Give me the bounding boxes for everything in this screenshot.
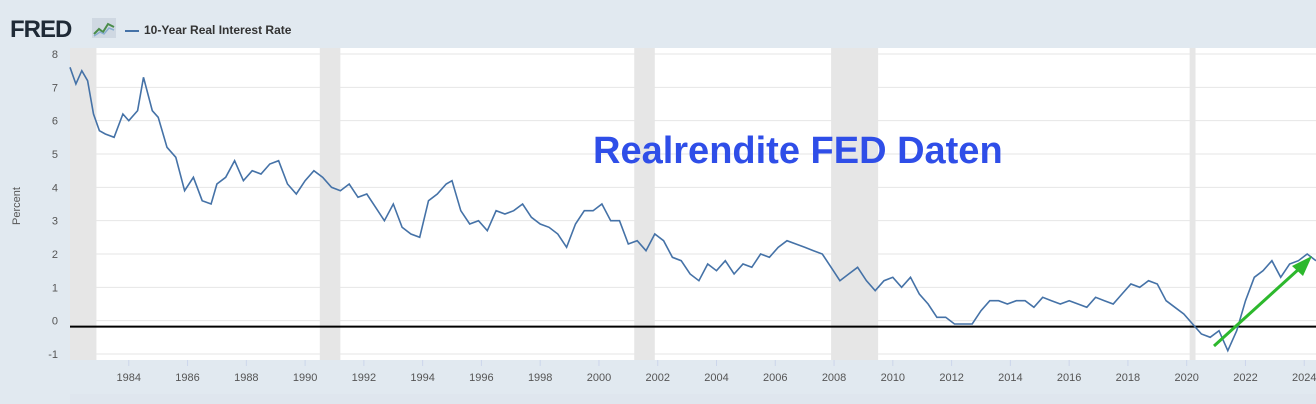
arrow-shaft <box>1212 266 1302 348</box>
chart-header: FRED 10-Year Real Interest Rate <box>0 0 1316 48</box>
y-tick-label: 8 <box>52 49 58 61</box>
x-tick-label: 2012 <box>939 372 963 384</box>
y-tick-label: 0 <box>52 316 58 328</box>
annotation-text: Realrendite FED Daten <box>593 130 1003 172</box>
recession-bands <box>70 48 1196 360</box>
x-tick-label: 2002 <box>645 372 669 384</box>
recession-band-1 <box>319 48 341 360</box>
x-tick-label: 2004 <box>704 372 728 384</box>
legend-swatch <box>125 30 139 32</box>
x-tick-label: 2000 <box>587 372 611 384</box>
trend-arrow <box>1212 256 1312 348</box>
x-tick-label: 2008 <box>822 372 846 384</box>
x-tick-label: 1990 <box>293 372 317 384</box>
y-tick-labels: -1 0 1 2 3 4 5 6 7 8 <box>48 49 58 361</box>
arrow-head <box>1292 256 1312 276</box>
x-tick-label: 1992 <box>352 372 376 384</box>
x-tick-label: 1998 <box>528 372 552 384</box>
x-tick-label: 2016 <box>1057 372 1081 384</box>
recession-band-3 <box>831 48 879 360</box>
y-tick-label: 3 <box>52 216 58 228</box>
x-tick-label: 2024 <box>1292 372 1316 384</box>
x-tick-label: 1984 <box>117 372 141 384</box>
recession-band-2 <box>634 48 655 360</box>
x-tick-label: 1994 <box>410 372 434 384</box>
x-tick-label: 1988 <box>234 372 258 384</box>
fred-chart-icon <box>92 18 116 38</box>
x-tick-labels: 1984 1986 1988 1990 1992 1994 1996 1998 2000 2002… <box>117 360 1316 384</box>
x-tick-label: 2014 <box>998 372 1022 384</box>
legend-label[interactable]: 10-Year Real Interest Rate <box>144 23 292 37</box>
y-tick-label: 1 <box>52 282 58 294</box>
fred-logo[interactable]: FRED <box>10 16 72 43</box>
y-tick-label: 5 <box>52 149 58 161</box>
x-tick-label: 2022 <box>1233 372 1257 384</box>
y-tick-label: -1 <box>48 349 58 361</box>
y-tick-label: 7 <box>52 82 58 94</box>
navigator-scrollbar[interactable] <box>70 394 1316 404</box>
y-tick-label: 4 <box>52 182 58 194</box>
y-tick-label: 6 <box>52 116 58 128</box>
x-tick-label: 2020 <box>1174 372 1198 384</box>
series-line <box>69 67 1316 353</box>
x-tick-label: 1996 <box>469 372 493 384</box>
x-tick-label: 2010 <box>881 372 905 384</box>
gridlines <box>70 53 1316 355</box>
x-tick-label: 2006 <box>763 372 787 384</box>
x-tick-label: 2018 <box>1116 372 1140 384</box>
recession-band-4 <box>1189 48 1196 360</box>
x-tick-label: 1986 <box>175 372 199 384</box>
recession-band-0 <box>70 48 97 360</box>
y-tick-label: 2 <box>52 249 58 261</box>
plot-area <box>70 48 1316 360</box>
